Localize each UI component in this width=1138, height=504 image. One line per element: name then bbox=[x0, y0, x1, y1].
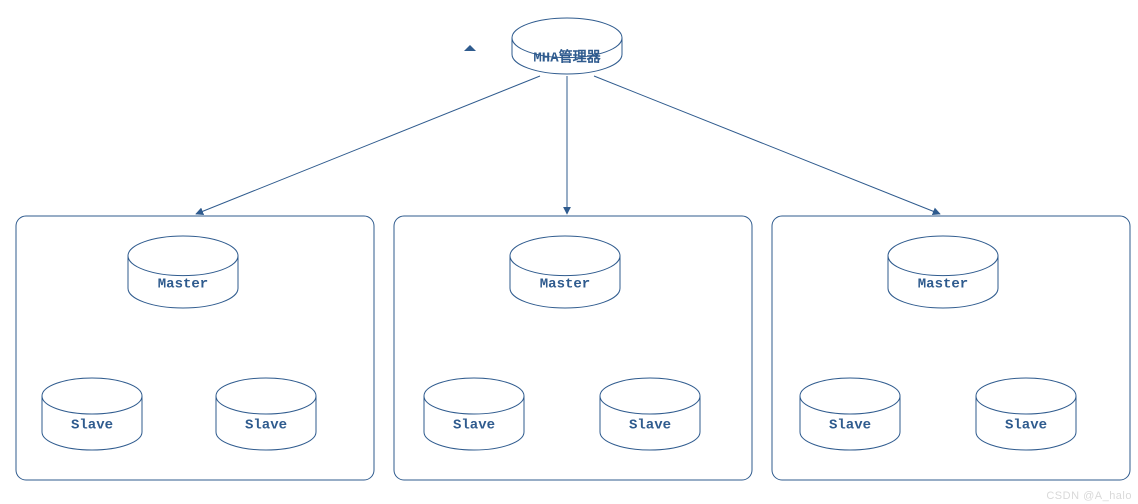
slave-node-2-1-label: Slave bbox=[1005, 418, 1047, 434]
master-node-1-label: Master bbox=[540, 277, 590, 293]
master-node-1: Master bbox=[510, 236, 620, 308]
watermark-text: CSDN @A_halo bbox=[1046, 490, 1132, 502]
mha-manager-node: MHA管理器 bbox=[512, 18, 622, 74]
master-node-0: Master bbox=[128, 236, 238, 308]
slave-node-2-1: Slave bbox=[976, 378, 1076, 450]
slave-node-0-0-label: Slave bbox=[71, 418, 113, 434]
mha-manager-node-label: MHA管理器 bbox=[533, 49, 601, 67]
slave-node-2-0: Slave bbox=[800, 378, 900, 450]
arrow-0 bbox=[196, 76, 540, 214]
slave-node-1-1-label: Slave bbox=[629, 418, 671, 434]
triangle-marker-icon bbox=[464, 45, 476, 51]
slave-node-1-1: Slave bbox=[600, 378, 700, 450]
slave-node-0-1-label: Slave bbox=[245, 418, 287, 434]
slave-node-1-0: Slave bbox=[424, 378, 524, 450]
master-node-0-label: Master bbox=[158, 277, 208, 293]
slave-node-0-1: Slave bbox=[216, 378, 316, 450]
slave-node-0-0: Slave bbox=[42, 378, 142, 450]
slave-node-2-0-label: Slave bbox=[829, 418, 871, 434]
arrow-2 bbox=[594, 76, 940, 214]
slave-node-1-0-label: Slave bbox=[453, 418, 495, 434]
master-node-2: Master bbox=[888, 236, 998, 308]
master-node-2-label: Master bbox=[918, 277, 968, 293]
